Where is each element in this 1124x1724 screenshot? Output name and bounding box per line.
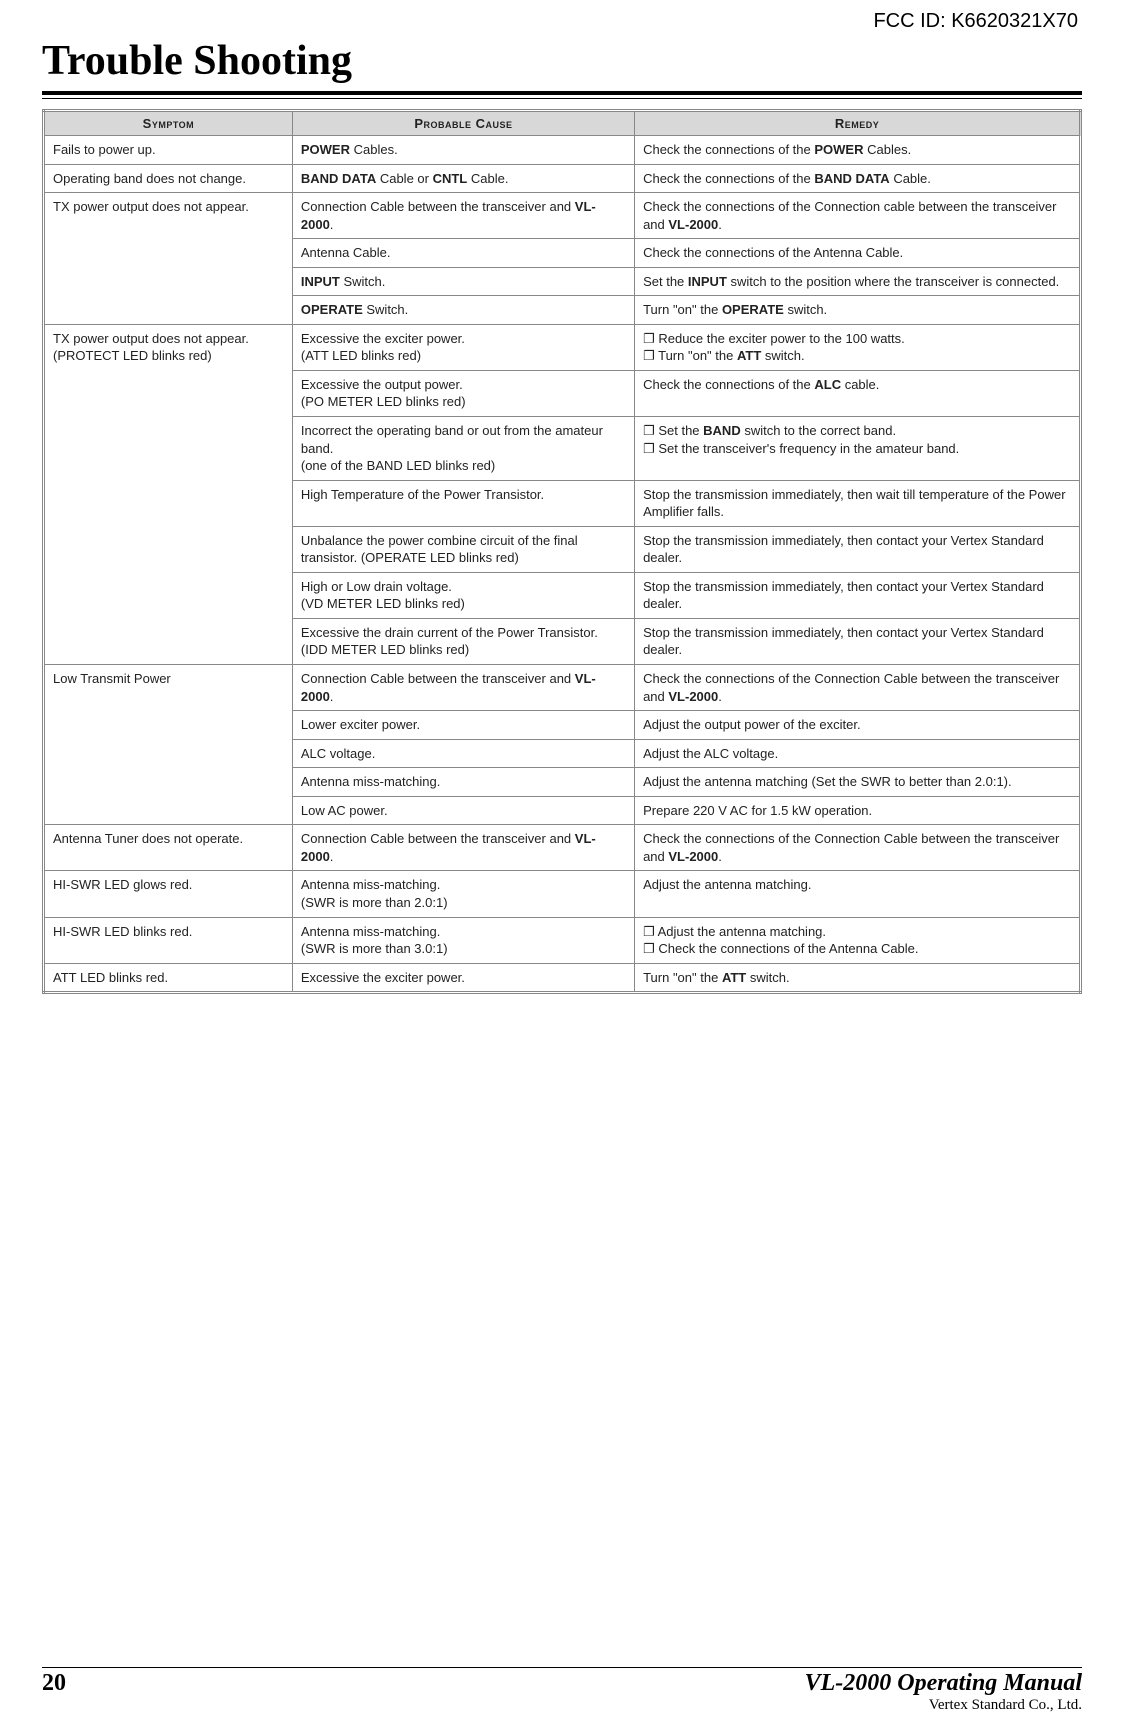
cell-symptom: Fails to power up. bbox=[44, 136, 293, 165]
cell-cause: Connection Cable between the transceiver… bbox=[292, 665, 634, 711]
cell-symptom: TX power output does not appear. bbox=[44, 193, 293, 325]
troubleshooting-table: Symptom Probable Cause Remedy Fails to p… bbox=[42, 109, 1082, 994]
table-body: Fails to power up.POWER Cables.Check the… bbox=[44, 136, 1081, 993]
cell-remedy: Check the connections of the BAND DATA C… bbox=[635, 164, 1081, 193]
cell-cause: High or Low drain voltage.(VD METER LED … bbox=[292, 572, 634, 618]
cell-cause: Lower exciter power. bbox=[292, 711, 634, 740]
cell-cause: Connection Cable between the transceiver… bbox=[292, 193, 634, 239]
table-header: Symptom Probable Cause Remedy bbox=[44, 111, 1081, 136]
company-name: Vertex Standard Co., Ltd. bbox=[805, 1697, 1082, 1714]
cell-remedy: Check the connections of the POWER Cable… bbox=[635, 136, 1081, 165]
cell-cause: Excessive the exciter power. bbox=[292, 963, 634, 993]
cell-remedy: Check the connections of the ALC cable. bbox=[635, 370, 1081, 416]
col-header-symptom: Symptom bbox=[44, 111, 293, 136]
fcc-id: FCC ID: K6620321X70 bbox=[42, 10, 1082, 33]
cell-cause: POWER Cables. bbox=[292, 136, 634, 165]
cell-cause: OPERATE Switch. bbox=[292, 296, 634, 325]
cell-remedy: Stop the transmission immediately, then … bbox=[635, 480, 1081, 526]
table-row: ATT LED blinks red.Excessive the exciter… bbox=[44, 963, 1081, 993]
cell-remedy: Adjust the antenna matching (Set the SWR… bbox=[635, 768, 1081, 797]
cell-remedy: Turn "on" the ATT switch. bbox=[635, 963, 1081, 993]
cell-remedy: ❐ Reduce the exciter power to the 100 wa… bbox=[635, 324, 1081, 370]
table-row: Operating band does not change.BAND DATA… bbox=[44, 164, 1081, 193]
cell-cause: High Temperature of the Power Transistor… bbox=[292, 480, 634, 526]
cell-remedy: Adjust the output power of the exciter. bbox=[635, 711, 1081, 740]
table-row: Low Transmit PowerConnection Cable betwe… bbox=[44, 665, 1081, 711]
table-row: Fails to power up.POWER Cables.Check the… bbox=[44, 136, 1081, 165]
cell-cause: Low AC power. bbox=[292, 796, 634, 825]
table-row: HI-SWR LED glows red.Antenna miss-matchi… bbox=[44, 871, 1081, 917]
cell-remedy: Adjust the antenna matching. bbox=[635, 871, 1081, 917]
cell-remedy: ❐ Adjust the antenna matching.❐ Check th… bbox=[635, 917, 1081, 963]
cell-remedy: Check the connections of the Antenna Cab… bbox=[635, 239, 1081, 268]
cell-remedy: Adjust the ALC voltage. bbox=[635, 739, 1081, 768]
cell-cause: BAND DATA Cable or CNTL Cable. bbox=[292, 164, 634, 193]
col-header-cause: Probable Cause bbox=[292, 111, 634, 136]
cell-remedy: Set the INPUT switch to the position whe… bbox=[635, 267, 1081, 296]
cell-symptom: Operating band does not change. bbox=[44, 164, 293, 193]
cell-symptom: HI-SWR LED glows red. bbox=[44, 871, 293, 917]
table-row: Antenna Tuner does not operate.Connectio… bbox=[44, 825, 1081, 871]
cell-remedy: Prepare 220 V AC for 1.5 kW operation. bbox=[635, 796, 1081, 825]
table-row: TX power output does not appear.Connecti… bbox=[44, 193, 1081, 239]
cell-remedy: Check the connections of the Connection … bbox=[635, 665, 1081, 711]
cell-cause: Excessive the drain current of the Power… bbox=[292, 618, 634, 664]
cell-cause: INPUT Switch. bbox=[292, 267, 634, 296]
cell-remedy: ❐ Set the BAND switch to the correct ban… bbox=[635, 417, 1081, 481]
table-row: HI-SWR LED blinks red.Antenna miss-match… bbox=[44, 917, 1081, 963]
table-row: TX power output does not appear. (PROTEC… bbox=[44, 324, 1081, 370]
title-rule bbox=[42, 91, 1082, 99]
manual-title-text: VL-2000 Operating Manual bbox=[805, 1670, 1082, 1696]
manual-title: VL-2000 Operating Manual Vertex Standard… bbox=[805, 1670, 1082, 1714]
cell-remedy: Check the connections of the Connection … bbox=[635, 825, 1081, 871]
cell-cause: Unbalance the power combine circuit of t… bbox=[292, 526, 634, 572]
cell-cause: Excessive the output power.(PO METER LED… bbox=[292, 370, 634, 416]
cell-cause: Antenna miss-matching.(SWR is more than … bbox=[292, 871, 634, 917]
cell-cause: Antenna miss-matching. bbox=[292, 768, 634, 797]
page-title: Trouble Shooting bbox=[42, 37, 1082, 85]
cell-symptom: ATT LED blinks red. bbox=[44, 963, 293, 993]
cell-symptom: Low Transmit Power bbox=[44, 665, 293, 825]
cell-cause: Incorrect the operating band or out from… bbox=[292, 417, 634, 481]
page-number: 20 bbox=[42, 1670, 66, 1697]
cell-remedy: Stop the transmission immediately, then … bbox=[635, 572, 1081, 618]
cell-remedy: Stop the transmission immediately, then … bbox=[635, 618, 1081, 664]
cell-symptom: Antenna Tuner does not operate. bbox=[44, 825, 293, 871]
page-footer: 20 VL-2000 Operating Manual Vertex Stand… bbox=[42, 1667, 1082, 1714]
cell-cause: Connection Cable between the transceiver… bbox=[292, 825, 634, 871]
col-header-remedy: Remedy bbox=[635, 111, 1081, 136]
cell-symptom: HI-SWR LED blinks red. bbox=[44, 917, 293, 963]
cell-cause: Antenna Cable. bbox=[292, 239, 634, 268]
cell-remedy: Check the connections of the Connection … bbox=[635, 193, 1081, 239]
cell-cause: Excessive the exciter power.(ATT LED bli… bbox=[292, 324, 634, 370]
cell-cause: Antenna miss-matching.(SWR is more than … bbox=[292, 917, 634, 963]
cell-remedy: Turn "on" the OPERATE switch. bbox=[635, 296, 1081, 325]
cell-remedy: Stop the transmission immediately, then … bbox=[635, 526, 1081, 572]
cell-symptom: TX power output does not appear. (PROTEC… bbox=[44, 324, 293, 664]
page-container: FCC ID: K6620321X70 Trouble Shooting Sym… bbox=[0, 0, 1124, 1724]
cell-cause: ALC voltage. bbox=[292, 739, 634, 768]
